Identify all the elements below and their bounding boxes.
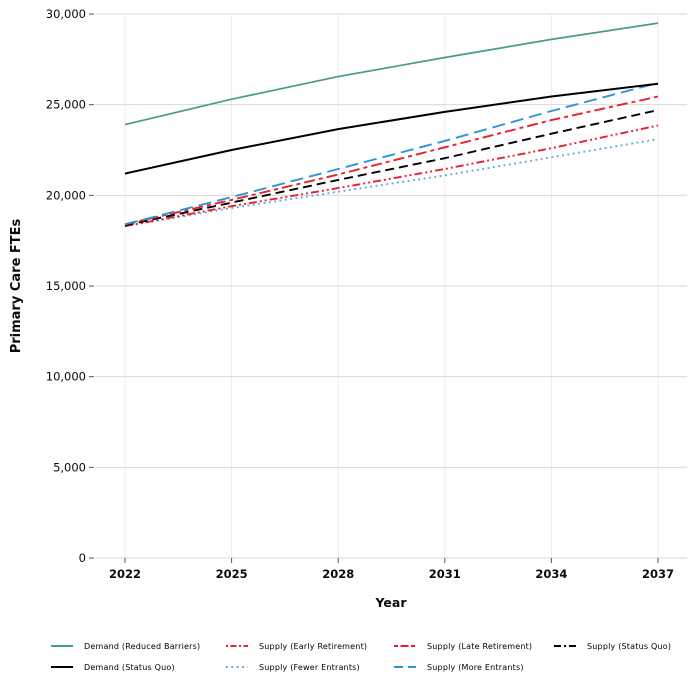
- legend-label: Supply (Late Retirement): [427, 641, 533, 651]
- legend-line-swatch-icon: [226, 666, 248, 668]
- y-tick-label: 25,000: [46, 98, 86, 112]
- legend-item: Supply (Fewer Entrants): [225, 660, 360, 674]
- legend-item: Demand (Reduced Barriers): [50, 639, 200, 653]
- legend-line-swatch-icon: [51, 645, 73, 647]
- legend-label: Supply (Status Quo): [587, 641, 672, 651]
- legend-label: Supply (Early Retirement): [259, 641, 368, 651]
- y-tick-label: 15,000: [46, 279, 86, 293]
- legend-item: Supply (More Entrants): [393, 660, 524, 674]
- y-tick-label: 20,000: [46, 188, 86, 202]
- y-tick-label: 5,000: [53, 460, 86, 474]
- x-tick-label: 2025: [216, 567, 248, 581]
- legend-line-swatch-icon: [226, 645, 248, 647]
- legend-item: Supply (Late Retirement): [393, 639, 532, 653]
- y-tick-label: 0: [79, 551, 86, 565]
- legend-label: Supply (More Entrants): [427, 662, 524, 672]
- y-tick-label: 30,000: [46, 7, 86, 21]
- legend-label: Demand (Status Quo): [84, 662, 175, 672]
- legend-label: Supply (Fewer Entrants): [259, 662, 360, 672]
- series-line-demand-reduced-barriers: [124, 22, 659, 126]
- legend-label: Demand (Reduced Barriers): [84, 641, 201, 651]
- y-tick-label: 10,000: [46, 370, 86, 384]
- legend-line-swatch-icon: [394, 666, 416, 668]
- x-tick-label: 2028: [322, 567, 354, 581]
- series-line-supply-fewer-entrants: [124, 138, 659, 228]
- legend-line-swatch-icon: [554, 645, 576, 647]
- series-line-supply-early-retirement: [124, 124, 659, 228]
- legend-item: Supply (Early Retirement): [225, 639, 367, 653]
- series-line-demand-status-quo: [124, 82, 659, 175]
- x-tick-label: 2037: [642, 567, 674, 581]
- x-tick-label: 2034: [535, 567, 567, 581]
- x-tick-label: 2031: [429, 567, 461, 581]
- legend-item: Demand (Status Quo): [50, 660, 175, 674]
- legend-item: Supply (Status Quo): [553, 639, 671, 653]
- series-line-supply-late-retirement: [124, 95, 659, 226]
- legend-line-swatch-icon: [51, 666, 73, 668]
- series-line-supply-more-entrants: [124, 81, 659, 226]
- x-axis-title: Year: [375, 595, 408, 610]
- y-axis-title: Primary Care FTEs: [9, 218, 24, 353]
- chart-legend: Demand (Reduced Barriers) Demand (Status …: [0, 630, 699, 690]
- line-chart-canvas: 0 5,000 10,000 15,000 20,000 25,000 30,000 2022…: [9, 7, 687, 610]
- legend-line-swatch-icon: [394, 645, 416, 647]
- series-line-supply-status-quo: [124, 109, 659, 227]
- x-tick-label: 2022: [109, 567, 141, 581]
